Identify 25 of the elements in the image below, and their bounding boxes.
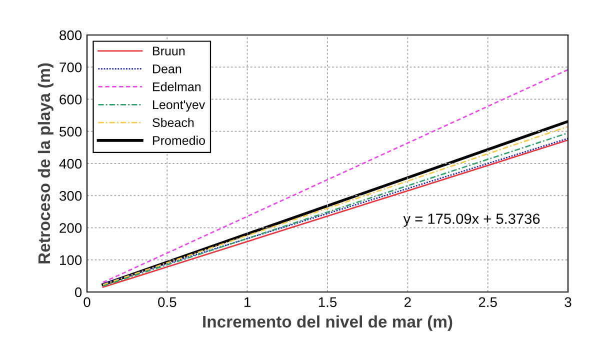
x-tick-label: 0.5 <box>158 297 176 308</box>
y-tick-label: 500 <box>60 126 82 137</box>
y-tick-label: 100 <box>60 255 82 266</box>
y-tick-label: 200 <box>60 223 82 233</box>
y-tick-label: 800 <box>60 30 82 40</box>
x-axis-title: Incremento del nivel de mar (m) <box>203 315 452 331</box>
y-axis-title: Retroceso de la playa (m) <box>38 63 54 264</box>
legend-label: Bruun <box>153 46 185 56</box>
x-tick-label: 3 <box>564 297 572 308</box>
annotation: y = 175.09x + 5.3736 <box>403 214 540 227</box>
y-tick-label: 600 <box>60 94 82 104</box>
x-tick-label: 1.5 <box>318 297 337 308</box>
legend-label: Edelman <box>153 82 201 92</box>
legend-label: Sbeach <box>152 118 194 128</box>
y-tick-label: 700 <box>60 62 82 72</box>
legend-label: Leont'yev <box>153 100 206 112</box>
x-tick-label: 1 <box>244 297 251 307</box>
legend-label: Dean <box>153 64 182 74</box>
x-tick-label: 2 <box>404 297 411 307</box>
y-tick-label: 300 <box>60 190 82 201</box>
y-tick-label: 400 <box>59 158 82 169</box>
x-tick-label: 0 <box>84 297 90 308</box>
legend-label: Promedio <box>153 136 205 145</box>
x-tick-label: 2.5 <box>478 297 497 308</box>
y-tick-label: 0 <box>74 287 82 298</box>
